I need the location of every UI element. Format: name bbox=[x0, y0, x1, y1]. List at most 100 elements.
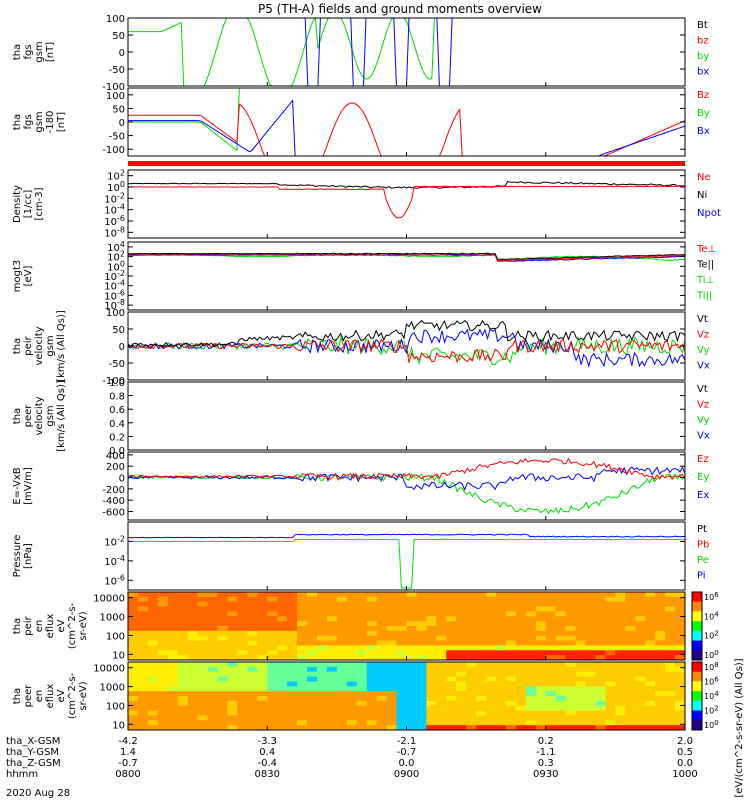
colorbar-segment bbox=[692, 621, 702, 632]
spectrogram-cell bbox=[565, 655, 577, 661]
spectrogram-cell bbox=[277, 635, 288, 642]
spectrogram-cell bbox=[486, 640, 497, 646]
date-label: 2020 Aug 28 bbox=[6, 788, 70, 799]
spectrogram-cell bbox=[197, 596, 209, 603]
spectrogram-cell bbox=[128, 601, 139, 608]
spectrogram-cell bbox=[227, 616, 238, 622]
spectrogram-cell bbox=[187, 640, 199, 646]
spectrogram-cell bbox=[436, 725, 447, 731]
spectrogram-cell bbox=[167, 715, 179, 721]
spectrogram-cell bbox=[555, 696, 567, 702]
spectrogram-cell bbox=[336, 650, 348, 656]
spectrogram-cell bbox=[336, 621, 348, 627]
pi-trace bbox=[127, 533, 686, 539]
spectrogram-cell bbox=[346, 700, 358, 707]
x-tick-x_gsm: -4.2 bbox=[118, 736, 138, 747]
spectrogram-cell bbox=[227, 611, 238, 617]
spectrogram-cell bbox=[237, 640, 248, 646]
legend-Te⊥: Te⊥ bbox=[696, 244, 716, 255]
spectrogram-cell bbox=[157, 630, 169, 637]
spectrogram-cell bbox=[535, 596, 547, 603]
spectrogram-cell bbox=[197, 650, 209, 656]
spectrogram-cell bbox=[287, 676, 298, 682]
spectrogram-cell bbox=[396, 630, 407, 637]
spectrogram-cell bbox=[167, 710, 179, 716]
spectrogram-cell bbox=[147, 650, 159, 656]
spectrogram-cell bbox=[496, 686, 507, 692]
y-tick-label: 0 bbox=[119, 342, 125, 353]
spectrogram-cell bbox=[287, 696, 298, 702]
spectrogram-cell bbox=[545, 681, 557, 687]
spectrogram-cell bbox=[555, 681, 567, 687]
spectrogram-cell bbox=[257, 662, 268, 668]
spectrogram-cell bbox=[267, 691, 278, 697]
spectrogram-cell bbox=[436, 666, 447, 673]
spectrogram-cell bbox=[515, 592, 527, 598]
spectrogram-cell bbox=[237, 621, 248, 627]
spectrogram-cell bbox=[217, 666, 228, 673]
spectrogram-cell bbox=[157, 666, 169, 673]
spectrogram-cell bbox=[505, 596, 517, 603]
spectrogram-cell bbox=[356, 621, 368, 627]
spectrogram-cell bbox=[585, 596, 596, 603]
spectrogram-cell bbox=[187, 705, 199, 712]
spectrogram-cell bbox=[436, 640, 447, 646]
spectrogram-cell bbox=[535, 676, 547, 682]
y-tick-label: 100 bbox=[106, 631, 125, 642]
spectrogram-cell bbox=[177, 645, 189, 651]
spectrogram-cell bbox=[257, 686, 268, 692]
y-tick-label: 100 bbox=[106, 701, 125, 712]
spectrogram-cell bbox=[267, 696, 278, 702]
spectrogram-cell bbox=[575, 700, 587, 707]
spectrogram-cell bbox=[157, 691, 169, 697]
spectrogram-cell bbox=[665, 616, 676, 622]
spectrogram-cell bbox=[625, 635, 636, 642]
spectrogram-cell bbox=[456, 720, 467, 726]
y-tick-label: -200 bbox=[102, 485, 125, 496]
spectrogram-cell bbox=[655, 681, 666, 687]
spectrogram-cell bbox=[247, 720, 258, 726]
spectrogram-cell bbox=[466, 621, 477, 627]
spectrogram-cell bbox=[426, 715, 437, 721]
spectrogram-cell bbox=[515, 696, 527, 702]
spectrogram-cell bbox=[257, 611, 268, 617]
spectrogram-cell bbox=[396, 710, 407, 716]
spectrogram-cell bbox=[625, 715, 636, 721]
spectrogram-cell bbox=[545, 611, 557, 617]
spectrogram-cell bbox=[177, 700, 189, 707]
spectrogram-cell bbox=[575, 640, 587, 646]
spectrogram-cell bbox=[635, 686, 646, 692]
spectrogram-cell bbox=[217, 700, 228, 707]
spectrogram-cell bbox=[297, 645, 308, 651]
spectrogram-cell bbox=[287, 606, 298, 612]
spectrogram-cell bbox=[267, 596, 278, 603]
spectrogram-cell bbox=[396, 650, 407, 656]
colorbar-segment bbox=[692, 700, 702, 712]
spectrogram-cell bbox=[356, 725, 368, 731]
spectrogram-cell bbox=[625, 705, 636, 712]
spectrogram-cell bbox=[535, 630, 547, 637]
spectrogram-cell bbox=[386, 700, 398, 707]
spectrogram-cell bbox=[505, 616, 517, 622]
spectrogram-cell bbox=[545, 650, 557, 656]
spectrogram-cell bbox=[655, 626, 666, 632]
spectrogram-cell bbox=[486, 596, 497, 603]
spectrogram-cell bbox=[157, 616, 169, 622]
spectrogram-cell bbox=[326, 655, 338, 661]
spectrogram-cell bbox=[386, 635, 398, 642]
x-tick-x_gsm: 0.2 bbox=[538, 736, 554, 747]
spectrogram-cell bbox=[625, 630, 636, 637]
spectrogram-cell bbox=[376, 601, 388, 608]
spectrogram-cell bbox=[217, 640, 228, 646]
spectrogram-cell bbox=[535, 666, 547, 673]
spectrogram-cell bbox=[287, 601, 298, 608]
spectrogram-cell bbox=[515, 635, 527, 642]
spectrogram-cell bbox=[227, 592, 238, 598]
spectrogram-cell bbox=[307, 696, 318, 702]
spectrogram-cell bbox=[565, 592, 577, 598]
panel-frame bbox=[127, 241, 686, 311]
spectrogram-cell bbox=[675, 696, 686, 702]
spectrogram-cell bbox=[446, 616, 457, 622]
spectrogram-cell bbox=[515, 705, 527, 712]
